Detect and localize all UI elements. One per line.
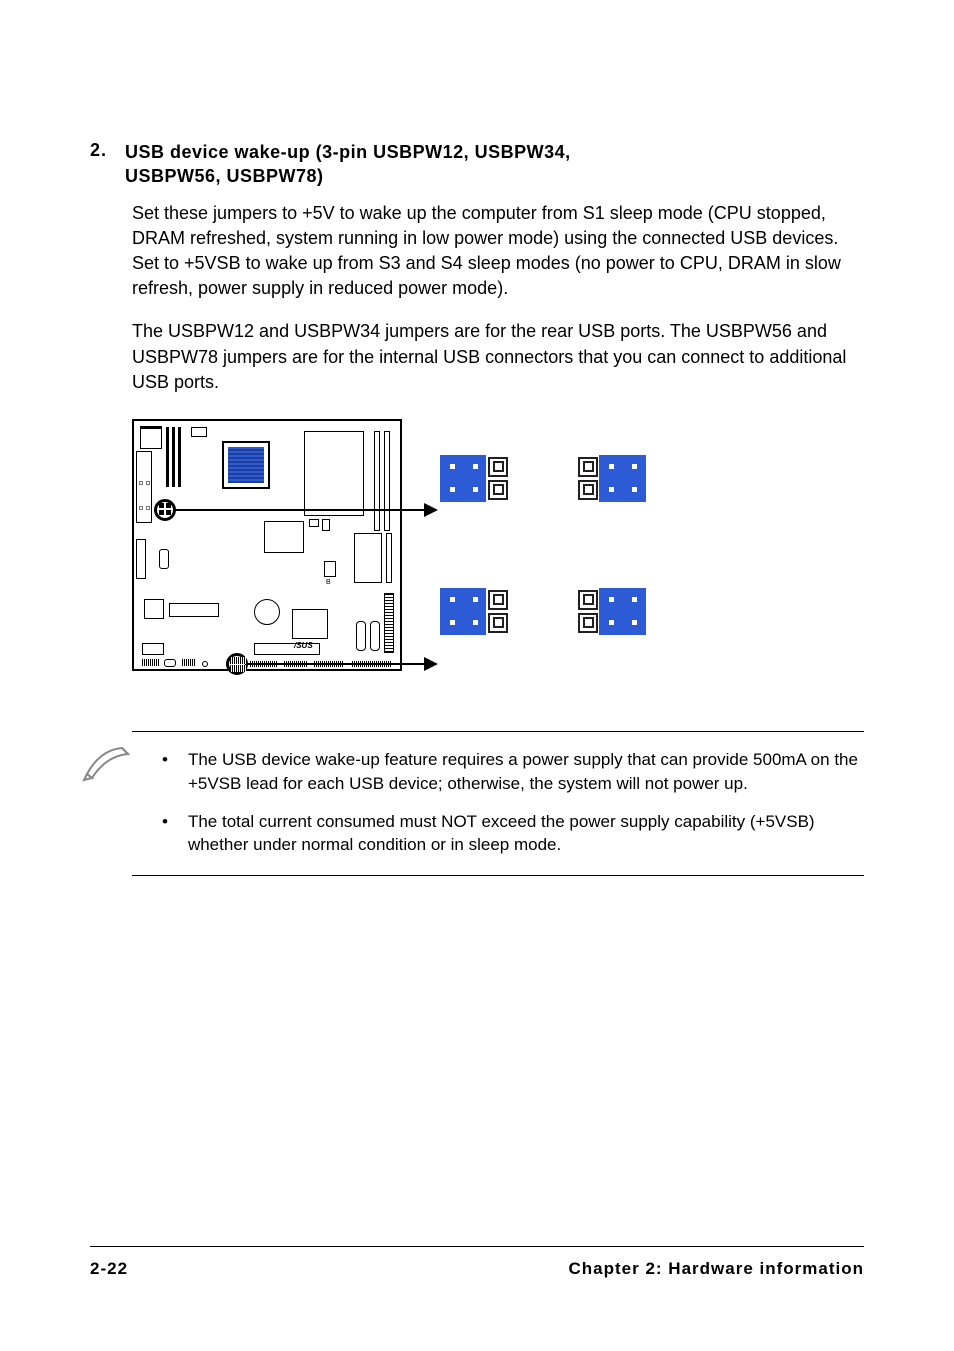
title-line-1: USB device wake-up (3-pin USBPW12, USBPW… — [125, 142, 571, 162]
note-text-1: The USB device wake-up feature requires … — [188, 748, 864, 796]
bullet-icon: • — [162, 810, 168, 858]
title-line-2: USBPW56, USBPW78) — [125, 166, 324, 186]
jumper-pos-23 — [578, 457, 644, 500]
paragraph-2: The USBPW12 and USBPW34 jumpers are for … — [132, 319, 864, 395]
arrow-internal-usb — [248, 663, 436, 665]
jumper-pos-23-b — [578, 590, 644, 633]
note-item-1: • The USB device wake-up feature require… — [162, 748, 864, 796]
paragraph-1: Set these jumpers to +5V to wake up the … — [132, 201, 864, 302]
jumper-diagrams — [442, 457, 864, 633]
note-text-2: The total current consumed must NOT exce… — [188, 810, 864, 858]
motherboard-diagram: B /SUS — [132, 419, 402, 671]
page-footer: 2-22 Chapter 2: Hardware information — [90, 1246, 864, 1279]
arrow-rear-usb — [176, 509, 436, 511]
section-number: 2. — [90, 140, 107, 189]
section-title: USB device wake-up (3-pin USBPW12, USBPW… — [125, 140, 571, 189]
note-pencil-icon — [82, 742, 132, 782]
page-number: 2-22 — [90, 1259, 128, 1279]
diagram-row: B /SUS — [132, 419, 864, 671]
chapter-label: Chapter 2: Hardware information — [569, 1259, 865, 1279]
note-item-2: • The total current consumed must NOT ex… — [162, 810, 864, 858]
note-block: • The USB device wake-up feature require… — [132, 731, 864, 876]
bullet-icon: • — [162, 748, 168, 796]
jumper-pos-12-default-b — [442, 590, 508, 633]
jumper-pos-12-default — [442, 457, 508, 500]
